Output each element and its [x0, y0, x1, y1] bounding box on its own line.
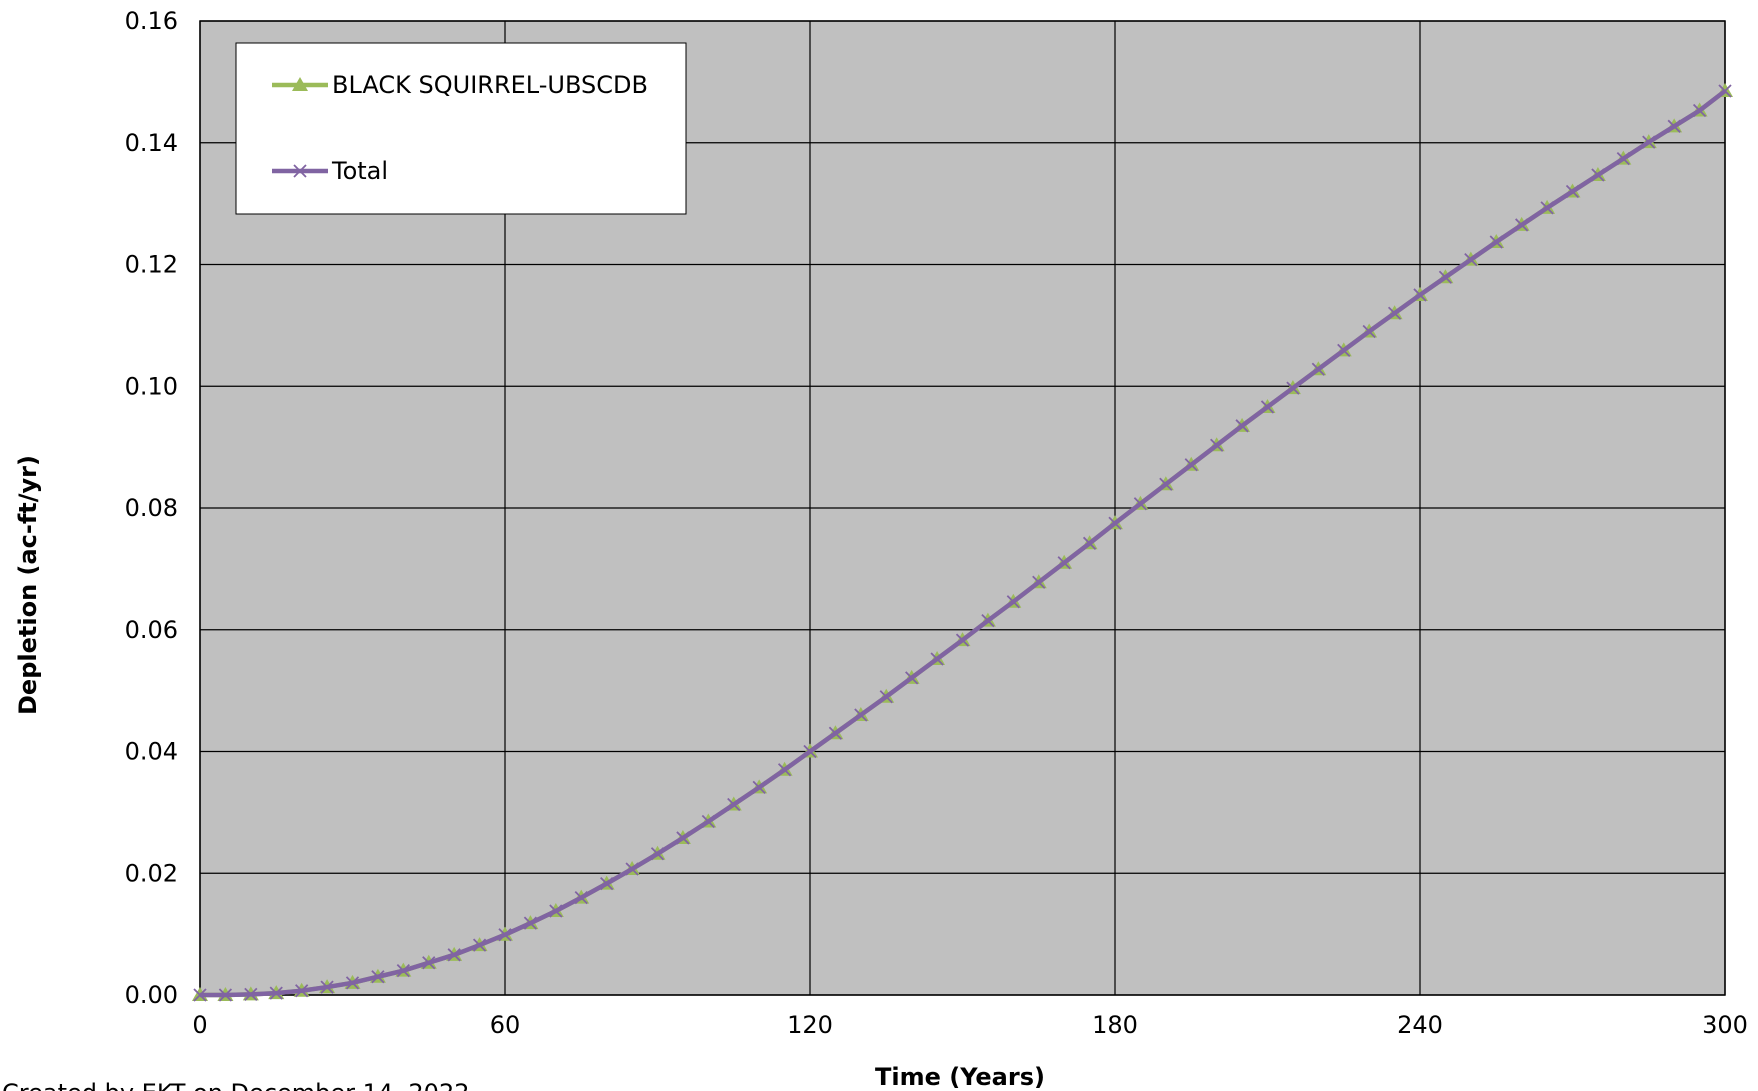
- y-tick-label: 0.08: [125, 494, 178, 522]
- footer-note: Created by EKT on December 14, 2022: [2, 1079, 469, 1091]
- marker: [981, 613, 995, 628]
- marker: [1540, 201, 1554, 215]
- marker: [1464, 252, 1478, 267]
- marker: [777, 763, 792, 777]
- marker: [828, 726, 843, 740]
- marker: [879, 690, 893, 704]
- marker: [523, 916, 538, 930]
- y-tick-label: 0.12: [125, 251, 178, 279]
- y-tick-label: 0.04: [125, 738, 178, 766]
- marker: [1591, 168, 1605, 182]
- marker: [320, 980, 334, 994]
- marker: [1642, 135, 1656, 149]
- marker: [1489, 235, 1503, 249]
- marker: [1438, 270, 1453, 284]
- x-tick-label: 300: [1702, 1011, 1748, 1039]
- y-axis-label: Depletion (ac-ft/yr): [14, 455, 42, 715]
- marker: [244, 987, 258, 1002]
- x-tick-label: 240: [1397, 1011, 1443, 1039]
- marker: [752, 780, 766, 795]
- marker: [1235, 419, 1249, 433]
- legend-label: Total: [331, 157, 388, 185]
- marker: [625, 862, 639, 876]
- marker: [345, 976, 360, 990]
- marker: [1692, 103, 1707, 118]
- marker: [1337, 343, 1351, 357]
- y-tick-label: 0.16: [125, 7, 178, 35]
- marker: [1032, 575, 1046, 589]
- marker: [701, 814, 715, 829]
- marker: [1133, 497, 1148, 511]
- y-tick-label: 0.00: [125, 981, 178, 1009]
- marker: [549, 904, 563, 918]
- marker: [574, 890, 588, 905]
- marker: [1565, 184, 1580, 199]
- plot-border: [199, 20, 1726, 996]
- marker: [269, 986, 283, 1000]
- marker: [1006, 595, 1020, 609]
- y-tick-label: 0.14: [125, 129, 178, 157]
- marker: [955, 633, 970, 647]
- marker: [930, 652, 944, 666]
- marker: [1311, 362, 1325, 376]
- legend-label: BLACK SQUIRREL-UBSCDB: [332, 71, 648, 99]
- marker: [1082, 536, 1097, 550]
- marker: [1667, 119, 1681, 133]
- marker: [1108, 516, 1122, 530]
- y-tick-label: 0.10: [125, 372, 178, 400]
- marker: [854, 708, 868, 722]
- x-tick-label: 60: [490, 1011, 521, 1039]
- legend: BLACK SQUIRREL-UBSCDB Total: [235, 42, 687, 215]
- marker: [600, 876, 614, 891]
- x-tick-label: 180: [1092, 1011, 1138, 1039]
- marker: [292, 77, 308, 91]
- marker: [193, 988, 207, 1002]
- marker: [293, 164, 307, 178]
- marker: [1260, 400, 1275, 414]
- x-tick-label: 0: [192, 1011, 207, 1039]
- x-tick-label: 120: [787, 1011, 833, 1039]
- marker: [1387, 306, 1402, 320]
- marker: [1210, 438, 1224, 452]
- marker: [1718, 84, 1732, 98]
- x-axis-label: Time (Years): [875, 1063, 1045, 1091]
- marker: [1362, 324, 1376, 339]
- marker: [1057, 556, 1071, 570]
- legend-box: [235, 42, 687, 215]
- marker: [650, 847, 665, 861]
- marker: [1159, 477, 1173, 491]
- marker: [498, 928, 512, 942]
- marker: [803, 744, 817, 759]
- y-tick-label: 0.06: [125, 616, 178, 644]
- marker: [676, 831, 690, 845]
- marker: [1184, 458, 1198, 472]
- marker: [422, 956, 436, 970]
- marker: [1413, 288, 1427, 302]
- y-tick-label: 0.02: [125, 859, 178, 887]
- marker: [1286, 381, 1300, 395]
- marker: [472, 938, 487, 952]
- marker: [371, 970, 385, 984]
- marker: [396, 964, 410, 978]
- marker: [1616, 151, 1630, 166]
- marker: [447, 948, 461, 962]
- marker: [727, 797, 741, 812]
- marker: [1515, 218, 1529, 232]
- marker: [905, 671, 919, 685]
- marker: [218, 988, 233, 1002]
- marker: [295, 984, 309, 998]
